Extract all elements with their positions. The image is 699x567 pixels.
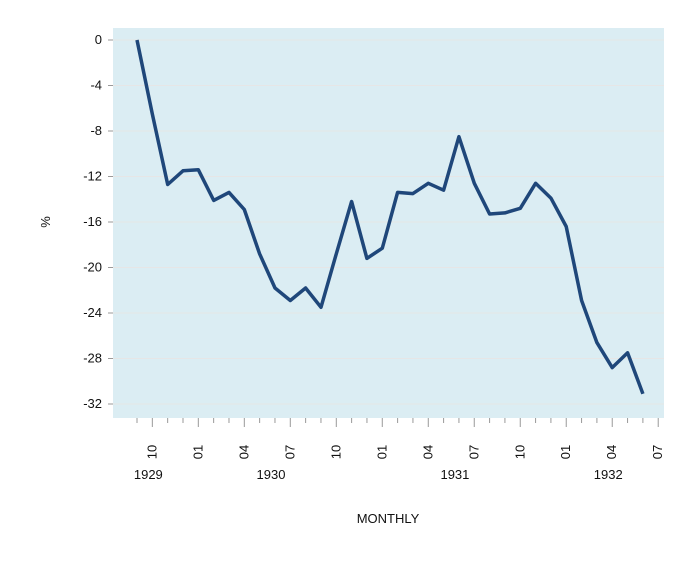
x-month-label: 01 [558,445,573,459]
x-month-label: 07 [282,445,297,459]
x-month-label: 07 [650,445,665,459]
x-month-label: 10 [328,445,343,459]
x-year-label: 1929 [134,467,163,482]
x-month-label: 04 [236,445,251,459]
y-tick-label: -8 [90,123,102,138]
x-month-label: 07 [466,445,481,459]
y-tick-label: -32 [83,396,102,411]
x-year-label: 1932 [594,467,623,482]
y-tick-label: -4 [90,78,102,93]
x-month-label: 01 [374,445,389,459]
x-month-label: 10 [512,445,527,459]
y-tick-label: -24 [83,305,102,320]
x-month-label: 10 [144,445,159,459]
y-tick-label: -16 [83,214,102,229]
x-month-label: 04 [604,445,619,459]
x-axis-label: MONTHLY [357,511,420,526]
x-month-label: 04 [420,445,435,459]
y-tick-label: -28 [83,351,102,366]
y-tick-label: -12 [83,169,102,184]
x-month-label: 01 [190,445,205,459]
x-axis: 10 01 04 07 10 01 04 07 10 01 04 07 1929 1930 1931 1932 [134,418,665,482]
y-tick-label: 0 [95,32,102,47]
x-year-label: 1930 [257,467,286,482]
x-year-label: 1931 [440,467,469,482]
y-axis-label: % [38,216,53,228]
y-axis: 0 -4 -8 -12 -16 -20 -24 -28 -32 [83,32,113,411]
y-tick-label: -20 [83,260,102,275]
